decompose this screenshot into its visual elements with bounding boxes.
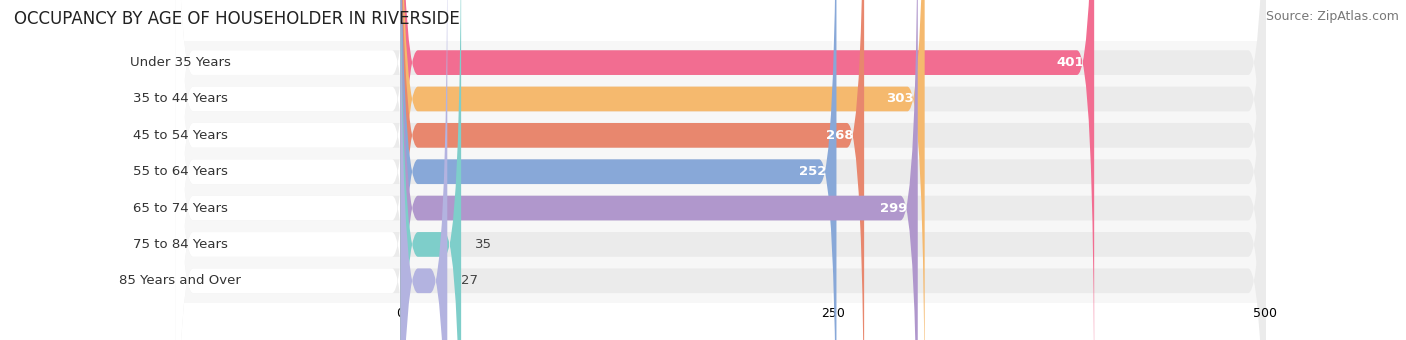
FancyBboxPatch shape	[176, 0, 1265, 340]
FancyBboxPatch shape	[176, 0, 409, 340]
Text: 299: 299	[880, 202, 907, 215]
Text: OCCUPANCY BY AGE OF HOUSEHOLDER IN RIVERSIDE: OCCUPANCY BY AGE OF HOUSEHOLDER IN RIVER…	[14, 10, 460, 28]
Text: 75 to 84 Years: 75 to 84 Years	[132, 238, 228, 251]
Text: 35 to 44 Years: 35 to 44 Years	[132, 92, 228, 105]
FancyBboxPatch shape	[401, 0, 925, 340]
FancyBboxPatch shape	[401, 0, 865, 340]
Text: Under 35 Years: Under 35 Years	[129, 56, 231, 69]
FancyBboxPatch shape	[401, 0, 837, 340]
Text: 35: 35	[475, 238, 492, 251]
Text: 55 to 64 Years: 55 to 64 Years	[132, 165, 228, 178]
FancyBboxPatch shape	[176, 0, 409, 340]
FancyBboxPatch shape	[401, 0, 461, 340]
FancyBboxPatch shape	[176, 0, 1265, 340]
Text: 401: 401	[1056, 56, 1084, 69]
FancyBboxPatch shape	[176, 0, 1265, 340]
FancyBboxPatch shape	[401, 0, 447, 340]
FancyBboxPatch shape	[176, 0, 409, 340]
FancyBboxPatch shape	[176, 0, 409, 340]
Text: 27: 27	[461, 274, 478, 287]
FancyBboxPatch shape	[176, 0, 409, 340]
Text: 85 Years and Over: 85 Years and Over	[120, 274, 240, 287]
FancyBboxPatch shape	[176, 0, 409, 340]
FancyBboxPatch shape	[176, 0, 1265, 340]
FancyBboxPatch shape	[401, 0, 1094, 340]
Text: 45 to 54 Years: 45 to 54 Years	[132, 129, 228, 142]
Text: 303: 303	[887, 92, 914, 105]
FancyBboxPatch shape	[176, 0, 1265, 340]
FancyBboxPatch shape	[176, 0, 1265, 340]
FancyBboxPatch shape	[176, 0, 1265, 340]
Text: 65 to 74 Years: 65 to 74 Years	[132, 202, 228, 215]
FancyBboxPatch shape	[176, 0, 409, 340]
Text: 252: 252	[799, 165, 827, 178]
Text: 268: 268	[827, 129, 853, 142]
FancyBboxPatch shape	[401, 0, 918, 340]
Text: Source: ZipAtlas.com: Source: ZipAtlas.com	[1265, 10, 1399, 23]
